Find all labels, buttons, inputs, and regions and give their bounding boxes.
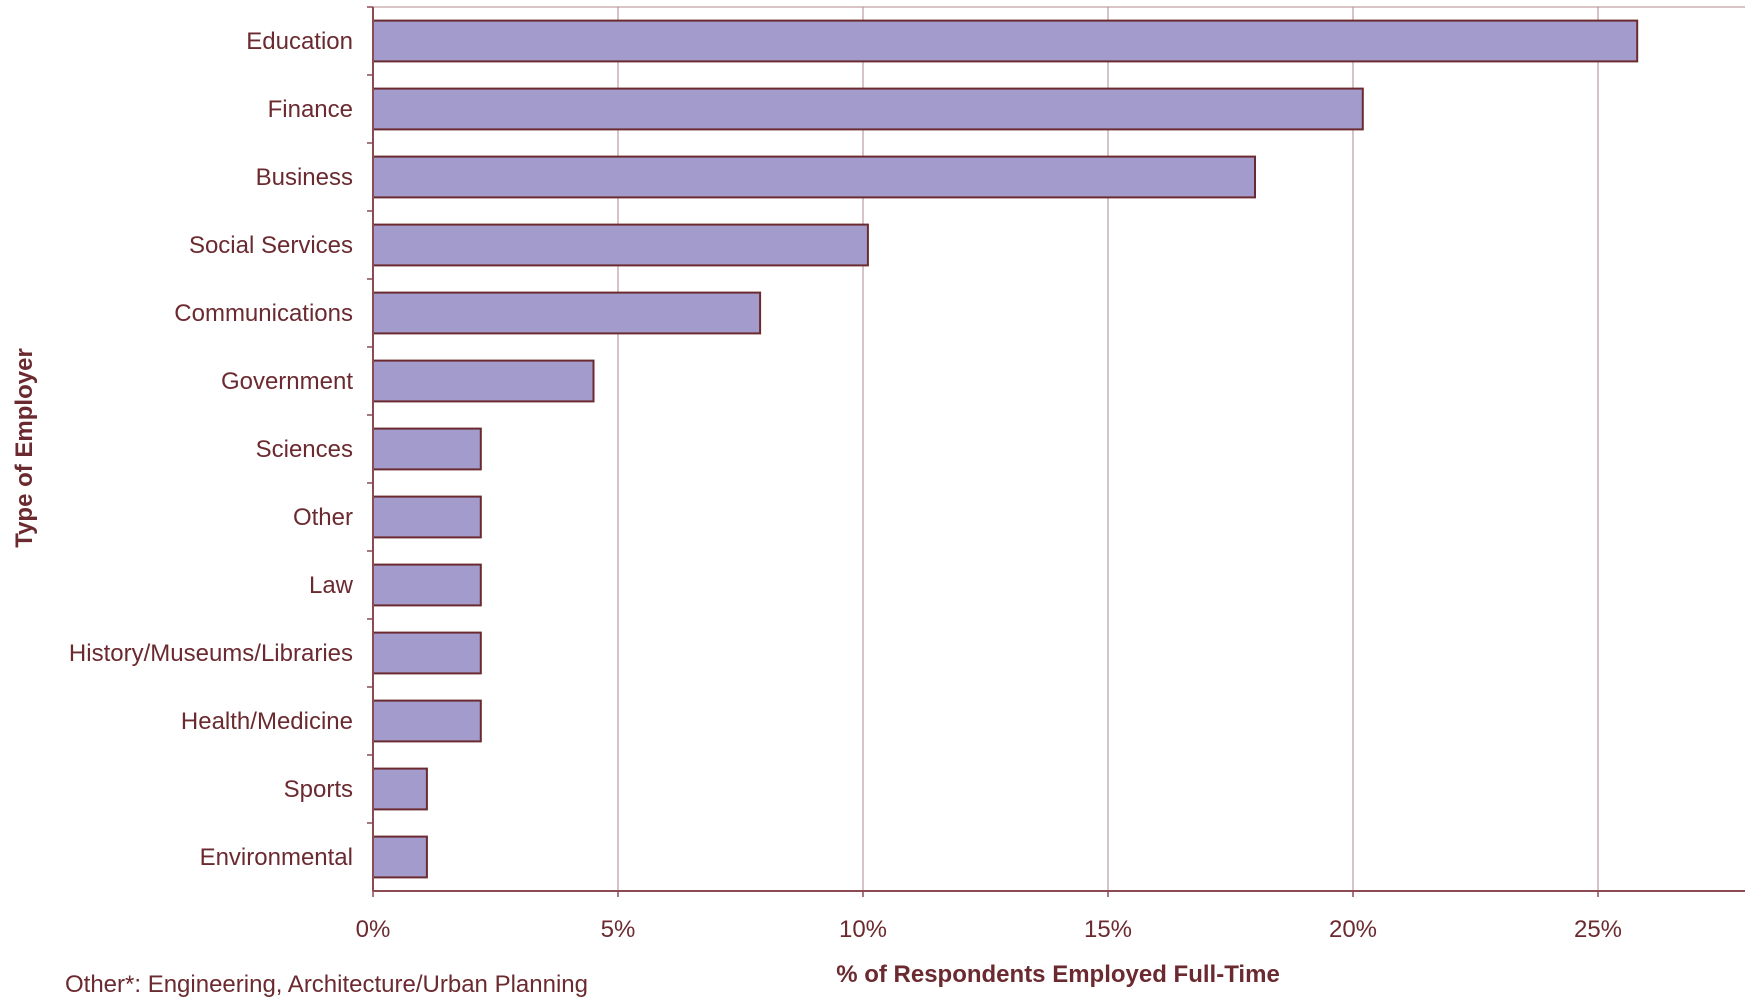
category-label: Sciences (256, 436, 353, 463)
bar (372, 19, 1639, 63)
axes (367, 6, 1745, 897)
tick-labels: 0% 5% 10% 15% 20% 25% (356, 916, 1622, 943)
category-label: History/Museums/Libraries (69, 640, 353, 667)
category-label: Education (246, 28, 353, 55)
x-tick-label: 20% (1329, 916, 1377, 943)
category-label: Business (256, 164, 353, 191)
bar (372, 223, 869, 267)
category-label: Government (221, 368, 353, 395)
bar (372, 359, 595, 403)
bar (372, 155, 1256, 199)
category-label: Social Services (189, 232, 353, 259)
y-axis-title: Type of Employer (11, 348, 38, 548)
bars (372, 19, 1639, 879)
category-label: Environmental (200, 844, 353, 871)
x-tick-label: 25% (1574, 916, 1622, 943)
category-label: Other (293, 504, 353, 531)
bar (372, 291, 762, 335)
bar (372, 631, 482, 675)
category-labels: Education Finance Business Social Services C… (69, 28, 354, 871)
x-tick-label: 0% (356, 916, 391, 943)
bar (372, 699, 482, 743)
x-tick-label: 15% (1084, 916, 1132, 943)
gridlines (373, 6, 1745, 891)
category-label: Health/Medicine (181, 708, 353, 735)
x-tick-label: 5% (601, 916, 636, 943)
footnote: Other*: Engineering, Architecture/Urban … (65, 971, 588, 998)
bar (372, 427, 482, 471)
bar (372, 835, 428, 879)
bar (372, 87, 1364, 131)
category-label: Communications (174, 300, 353, 327)
x-axis-title: % of Respondents Employed Full-Time (836, 961, 1280, 988)
bar (372, 563, 482, 607)
category-label: Sports (284, 776, 353, 803)
category-label: Law (309, 572, 354, 599)
bar (372, 495, 482, 539)
bar (372, 767, 428, 811)
x-tick-label: 10% (839, 916, 887, 943)
category-label: Finance (268, 96, 353, 123)
